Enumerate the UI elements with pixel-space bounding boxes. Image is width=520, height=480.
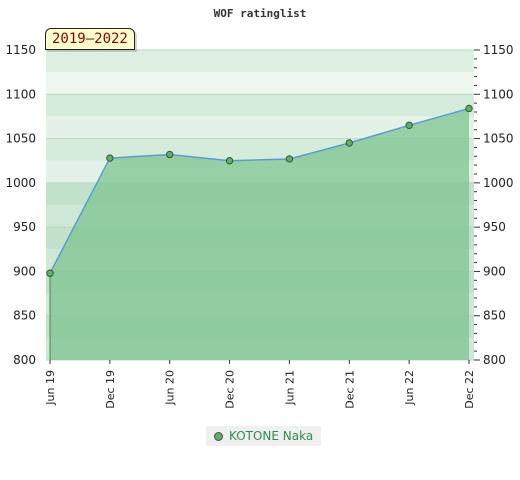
data-point [345,139,353,147]
grid-band [46,72,474,95]
y-tick-label: 950 [13,220,36,234]
data-point [166,150,174,159]
y-tick-label: 1150 [5,43,36,57]
y-tick-label: 1050 [483,132,514,146]
y-tick-label: 850 [13,309,36,323]
y-tick-label: 1000 [5,176,36,190]
y-tick-label: 900 [13,264,36,278]
data-point [225,157,234,165]
x-tick-label: Dec 20 [224,370,237,409]
y-tick-label: 800 [483,353,506,367]
x-tick-label: Jun 22 [403,370,416,406]
data-points [46,104,473,277]
legend[interactable]: KOTONE Naka [206,426,322,446]
y-tick-label: 800 [13,353,36,367]
y-tick-label: 900 [483,264,506,278]
x-tick-label: Jun 20 [164,370,177,406]
y-tick-label: 1150 [483,43,514,57]
y-tick-label: 1000 [483,176,514,190]
series-area [50,108,469,360]
x-tick-label: Jun 19 [44,370,57,406]
series-line [49,107,470,274]
minor-ticks [474,49,480,361]
x-tick-label: Jun 21 [283,370,296,406]
x-tick-label: Dec 19 [104,370,117,409]
y-tick-label: 850 [483,309,506,323]
data-point [465,104,473,113]
grid-band [46,94,474,117]
data-point [46,269,54,277]
data-point [285,155,294,163]
grid-band [46,50,474,73]
legend-label: KOTONE Naka [229,429,314,443]
period-badge: 2019–2022 [45,28,135,50]
data-point [405,121,413,129]
grid-band [46,116,474,139]
y-axis-left: 800 850 900 950 1000 1050 1100 1150 [5,43,36,367]
y-tick-label: 1050 [5,132,36,146]
area-layer [49,107,470,360]
y-tick-label: 1100 [483,87,514,101]
legend-marker-icon [214,431,223,441]
x-tick-label: Dec 21 [343,370,356,409]
x-axis: Jun 19 Dec 19 Jun 20 Dec 20 Jun 21 Dec 21 Jun … [44,360,476,409]
y-axis-right: 800 850 900 950 1000 1050 1100 1150 [483,43,514,367]
y-tick-label: 1100 [5,87,36,101]
chart-title: WOF ratinglist [214,7,307,20]
y-tick-label: 950 [483,220,506,234]
data-point [106,154,114,162]
x-tick-label: Dec 22 [463,370,476,409]
